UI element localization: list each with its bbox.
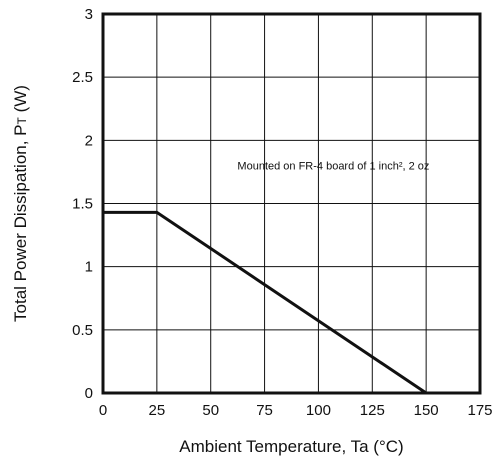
- y-tick-label: 2: [85, 132, 93, 149]
- y-tick-label: 0.5: [72, 322, 93, 339]
- y-tick-labels: 0 0.5 1 1.5 2 2.5 3: [72, 6, 93, 402]
- y-tick-label: 2.5: [72, 69, 93, 86]
- x-tick-label: 0: [99, 402, 107, 419]
- x-tick-labels: 0 25 50 75 100 125 150 175: [99, 402, 493, 419]
- annotation-text: Mounted on FR-4 board of 1 inch², 2 oz: [237, 161, 429, 173]
- y-tick-label: 1: [85, 259, 93, 276]
- series-layer: [103, 210, 427, 395]
- y-tick-label: 3: [85, 6, 93, 23]
- grid-lines: [103, 14, 480, 393]
- x-tick-label: 25: [149, 402, 166, 419]
- y-axis-title-unit: (W): [11, 85, 30, 117]
- x-tick-label: 150: [414, 402, 439, 419]
- y-axis-title-main: Total Power Dissipation, P: [11, 124, 30, 321]
- x-tick-label: 175: [467, 402, 492, 419]
- x-tick-label: 100: [306, 402, 331, 419]
- x-tick-label: 50: [202, 402, 219, 419]
- y-tick-label: 1.5: [72, 196, 93, 213]
- x-tick-label: 125: [360, 402, 385, 419]
- y-tick-label: 0: [85, 385, 93, 402]
- plot-frame: [101, 12, 482, 395]
- y-axis-title-subscript: T: [15, 116, 29, 124]
- y-axis-title: Total Power Dissipation, PT (W): [11, 85, 30, 322]
- x-tick-label: 75: [256, 402, 273, 419]
- derating-curve: [103, 210, 427, 395]
- x-axis-title: Ambient Temperature, Ta (°C): [179, 437, 403, 456]
